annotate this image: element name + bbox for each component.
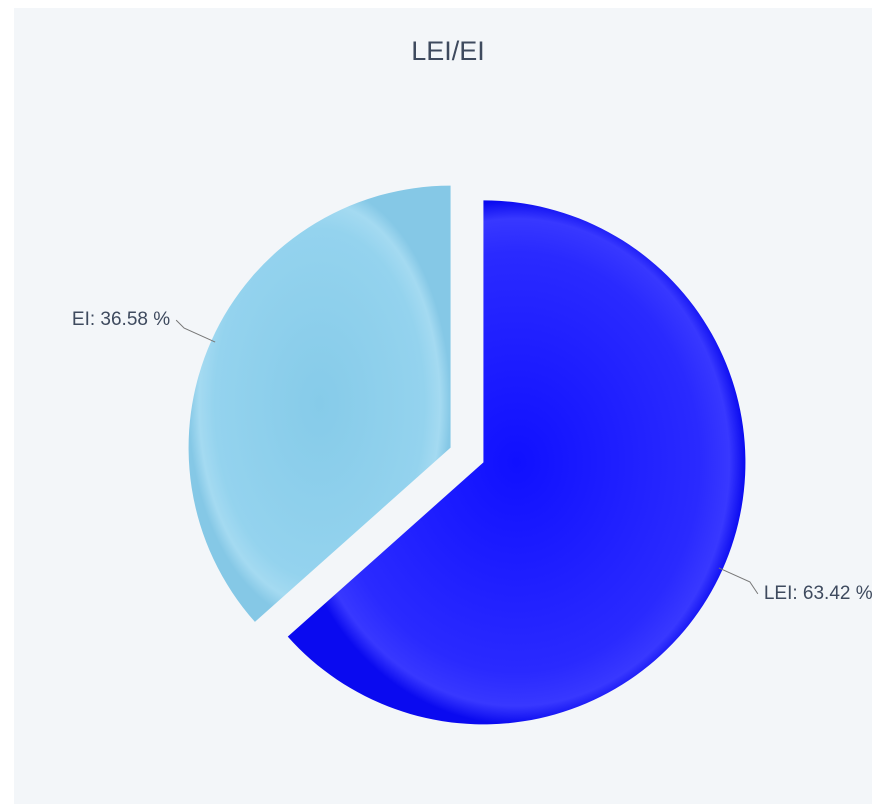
- pie-slice: [287, 200, 746, 725]
- label-connector: [175, 319, 216, 343]
- chart-title: LEI/EI: [411, 36, 485, 66]
- pie-slice: [188, 185, 451, 622]
- label-connector: [718, 567, 759, 595]
- data-label: LEI: 63.42 %: [764, 583, 872, 604]
- data-label: EI: 36.58 %: [72, 309, 170, 330]
